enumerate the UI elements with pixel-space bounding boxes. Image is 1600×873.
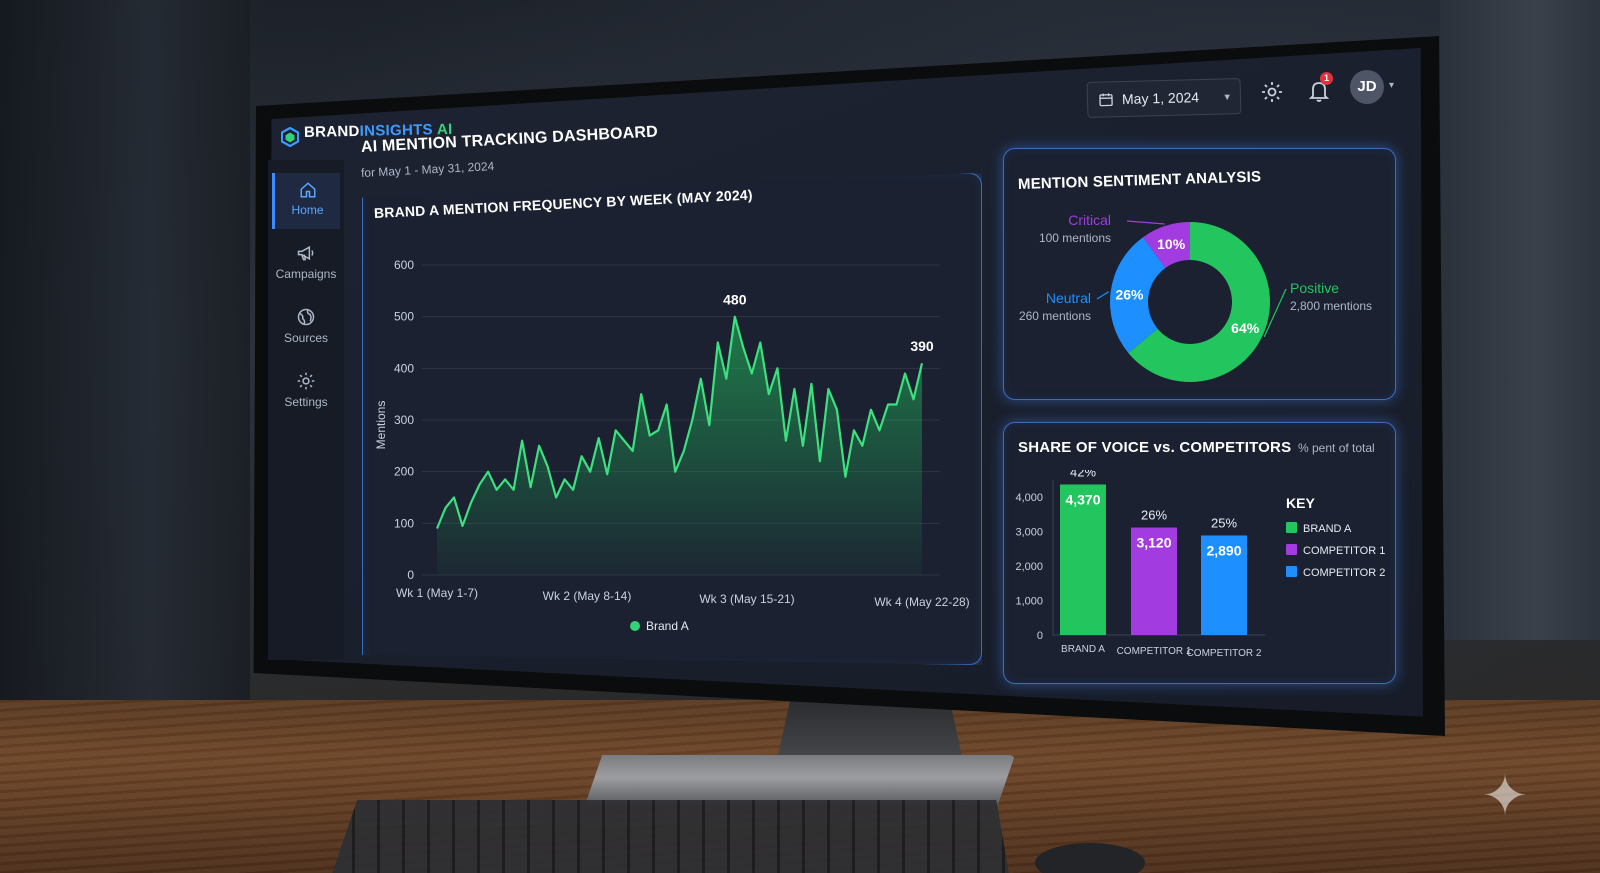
sidebar [268,160,344,660]
sidebar-item-label: Settings [284,395,328,409]
x-tick-label: BRAND A [1061,644,1105,655]
mention-frequency-chart: 0 100 200 300 400 500 600 Mentions Wk 1 (May 1… [374,258,970,633]
slice-percent-label: 64% [1231,320,1260,336]
bar-chart-subtitle: % pent of total [1298,441,1375,455]
settings-gear-icon[interactable] [1260,80,1284,104]
bar-chart-title: SHARE OF VOICE vs. COMPETITORS [1018,439,1292,456]
sidebar-item-label: Campaigns [275,267,337,281]
legend-swatch [1286,522,1297,533]
y-tick-label: 300 [394,413,414,427]
avatar[interactable]: JD [1350,70,1384,104]
bar-share-label: 42% [1070,470,1096,479]
chevron-down-icon: ▾ [1224,90,1231,103]
date-value: May 1, 2024 [1121,89,1200,108]
leader-line [1096,291,1109,300]
donut-slice-positive [1128,222,1270,382]
bar-competitor-2 [1201,535,1247,635]
mention-frequency-panel [362,173,982,665]
legend-swatch-brand-a [630,621,640,631]
legend-swatch [1286,544,1297,555]
data-label: 480 [723,292,747,308]
office-window-left [0,0,250,700]
sidebar-item-campaigns[interactable]: Campaigns [272,243,340,281]
sidebar-item-sources[interactable]: Sources [272,307,340,345]
legend-label: BRAND A [1303,523,1352,535]
bar-value-label: 4,370 [1065,491,1100,507]
area-fill [437,316,922,575]
legend-label-brand-a: Brand A [646,619,689,633]
slice-percent-label: 10% [1157,236,1186,252]
y-tick-label: 2,000 [1015,561,1043,573]
donut-slice-critical [1142,222,1190,269]
bar-brand-a [1060,484,1106,635]
y-axis-label: Mentions [374,401,388,450]
monitor-stand-base [585,755,1015,805]
slice-detail-label: 260 mentions [1019,309,1091,323]
megaphone-icon [297,245,314,261]
chevron-down-icon[interactable]: ▾ [1389,80,1395,91]
office-window-right [1440,0,1600,640]
notification-badge: 1 [1320,72,1333,85]
y-tick-label: 200 [394,465,414,479]
y-tick-label: 0 [1037,630,1043,642]
bar-competitor-1 [1131,527,1177,635]
legend-title: KEY [1286,495,1315,511]
share-of-voice-chart: 0 1,000 2,000 3,000 4,000 4,370 42% BRAND A 3,1… [1015,470,1385,659]
slice-name-label: Critical [1068,212,1111,228]
y-tick-label: 0 [407,568,414,582]
data-label: 390 [910,338,934,354]
legend-label: COMPETITOR 1 [1303,545,1385,557]
x-tick-label: Wk 2 (May 8-14) [543,589,632,603]
bar-value-label: 3,120 [1136,535,1171,551]
sidebar-item-settings[interactable]: Settings [272,371,340,409]
leader-line [1126,220,1165,225]
home-icon [300,182,315,198]
x-tick-label: Wk 1 (May 1-7) [396,586,478,600]
keyboard [330,800,1010,873]
x-tick-label: COMPETITOR 1 [1117,646,1192,657]
calendar-icon [1099,93,1113,107]
logo-icon [281,127,299,147]
y-tick-label: 500 [394,310,414,324]
sentiment-donut-chart: 64% Positive 2,800 mentions 26% Neutral 260 m… [1019,212,1372,382]
globe-icon [297,308,315,326]
y-tick-label: 600 [394,258,414,272]
y-tick-label: 1,000 [1015,596,1043,608]
slice-name-label: Positive [1290,280,1339,296]
x-tick-label: Wk 3 (May 15-21) [699,592,794,606]
legend-swatch [1286,566,1297,577]
bar-share-label: 26% [1141,508,1167,523]
leader-line [1263,288,1287,338]
y-tick-label: 100 [394,516,414,530]
bell-icon[interactable] [1307,78,1331,104]
slice-percent-label: 26% [1115,286,1144,302]
donut-slice-neutral [1110,237,1166,353]
sidebar-item-label: Sources [283,331,329,345]
series-line-brand-a [435,315,924,529]
bar-share-label: 25% [1211,515,1237,530]
gear-icon [297,372,315,390]
sparkle-icon: ✦ [1481,764,1529,827]
y-tick-label: 3,000 [1015,527,1043,539]
legend-label: COMPETITOR 2 [1303,567,1385,579]
y-tick-label: 400 [394,361,414,375]
mouse [1035,843,1145,873]
bar-value-label: 2,890 [1206,542,1241,558]
date-picker[interactable]: May 1, 2024 ▾ [1086,77,1242,119]
x-tick-label: Wk 4 (May 22-28) [874,595,969,609]
slice-detail-label: 100 mentions [1039,231,1111,245]
y-tick-label: 4,000 [1015,492,1043,504]
slice-detail-label: 2,800 mentions [1290,299,1372,313]
x-tick-label: COMPETITOR 2 [1187,648,1262,659]
slice-name-label: Neutral [1046,290,1091,306]
sidebar-item-home[interactable]: Home [272,173,340,229]
sidebar-item-label: Home [291,203,324,217]
